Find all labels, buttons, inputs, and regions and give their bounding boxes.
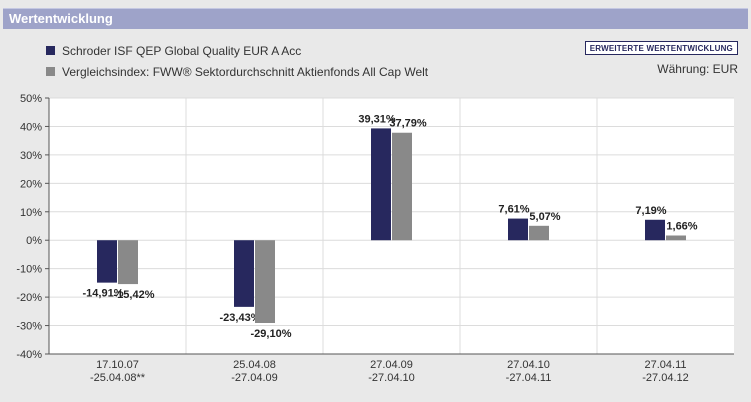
legend-label-benchmark: Vergleichsindex: FWW® Sektordurchschnitt… [62,64,429,79]
title-bar: Wertentwicklung [3,8,748,29]
x-tick-label: 27.04.10 [507,359,550,371]
y-tick-label: -30% [16,321,42,333]
data-label-fund: -23,43% [220,312,261,324]
bar-fund [371,128,391,241]
x-tick-label: 25.04.08 [233,359,276,371]
x-tick-label: 27.04.09 [370,359,413,371]
x-tick-label: -27.04.09 [231,372,277,384]
chart-legend: Schroder ISF QEP Global Quality EUR A Ac… [46,40,428,82]
plot-area [49,98,734,354]
data-label-fund: 7,61% [498,204,529,216]
y-tick-label: 10% [20,207,42,219]
data-label-benchmark: -15,42% [114,289,155,301]
y-tick-label: 0% [26,235,42,247]
x-tick-label: -25.04.08** [90,372,146,384]
legend-swatch-fund [46,46,55,55]
extended-performance-button[interactable]: ERWEITERTE WERTENTWICKLUNG [584,41,738,55]
currency-label: Währung: EUR [657,62,738,76]
bar-fund [97,240,117,283]
bar-fund [508,218,528,241]
legend-item-fund: Schroder ISF QEP Global Quality EUR A Ac… [46,40,428,61]
bar-benchmark [118,240,138,285]
y-tick-label: 20% [20,178,42,190]
data-label-benchmark: 37,79% [389,118,427,130]
legend-label-fund: Schroder ISF QEP Global Quality EUR A Ac… [62,43,302,58]
data-label-benchmark: -29,10% [251,328,292,340]
data-label-fund: 39,31% [358,113,396,125]
y-tick-label: 30% [20,150,42,162]
bar-benchmark [529,225,549,241]
section-title: Wertentwicklung [9,11,113,26]
data-label-benchmark: 1,66% [666,221,697,233]
y-tick-label: 40% [20,121,42,133]
data-label-fund: -14,91% [83,288,124,300]
x-tick-label: -27.04.10 [368,372,414,384]
legend-swatch-benchmark [46,67,55,76]
data-label-fund: 7,19% [635,205,666,217]
x-tick-label: 17.10.07 [96,359,139,371]
bar-benchmark [392,132,412,241]
y-tick-label: 50% [20,93,42,105]
bar-fund [645,219,665,241]
bar-fund [234,240,254,307]
x-tick-label: -27.04.11 [506,372,552,384]
data-label-benchmark: 5,07% [529,211,560,223]
legend-item-benchmark: Vergleichsindex: FWW® Sektordurchschnitt… [46,61,428,82]
x-tick-label: -27.04.12 [642,372,688,384]
y-tick-label: -20% [16,292,42,304]
bar-benchmark [255,240,275,323]
bar-benchmark [666,235,686,241]
y-tick-label: -10% [16,264,42,276]
y-tick-label: -40% [16,349,42,361]
x-tick-label: 27.04.11 [644,359,686,371]
